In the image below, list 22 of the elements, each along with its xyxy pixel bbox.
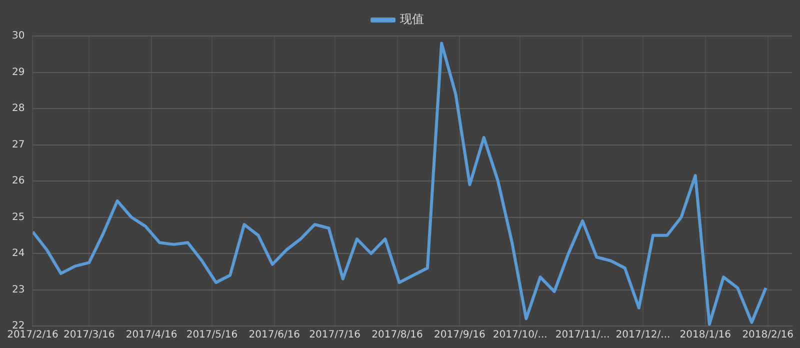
x-tick-label: 2017/2/16 (7, 330, 58, 341)
x-tick-label: 2017/5/16 (186, 330, 238, 341)
x-tick-label: 2017/4/16 (126, 330, 178, 341)
x-tick-label: 2017/12/... (616, 330, 670, 341)
x-tick-label: 2017/3/16 (63, 330, 115, 341)
x-tick-label: 2017/6/16 (248, 330, 300, 341)
x-tick-label: 2017/7/16 (309, 330, 360, 341)
x-tick-label: 2017/8/16 (372, 330, 423, 341)
legend-label: 现值 (400, 12, 424, 26)
x-tick-label: 2018/2/16 (742, 330, 794, 341)
y-tick-label: 25 (12, 212, 25, 223)
x-tick-label: 2017/10/... (492, 330, 548, 341)
y-tick-label: 29 (12, 66, 25, 78)
y-tick-label: 30 (12, 30, 25, 42)
x-tick-label: 2017/11/... (555, 330, 610, 341)
y-tick-label: 27 (12, 139, 25, 150)
y-tick-label: 24 (12, 248, 25, 260)
x-tick-label: 2017/9/16 (434, 330, 486, 341)
y-tick-label: 23 (12, 284, 25, 296)
y-tick-label: 26 (12, 176, 25, 187)
x-tick-label: 2018/1/16 (680, 330, 732, 341)
y-tick-label: 28 (12, 103, 25, 114)
